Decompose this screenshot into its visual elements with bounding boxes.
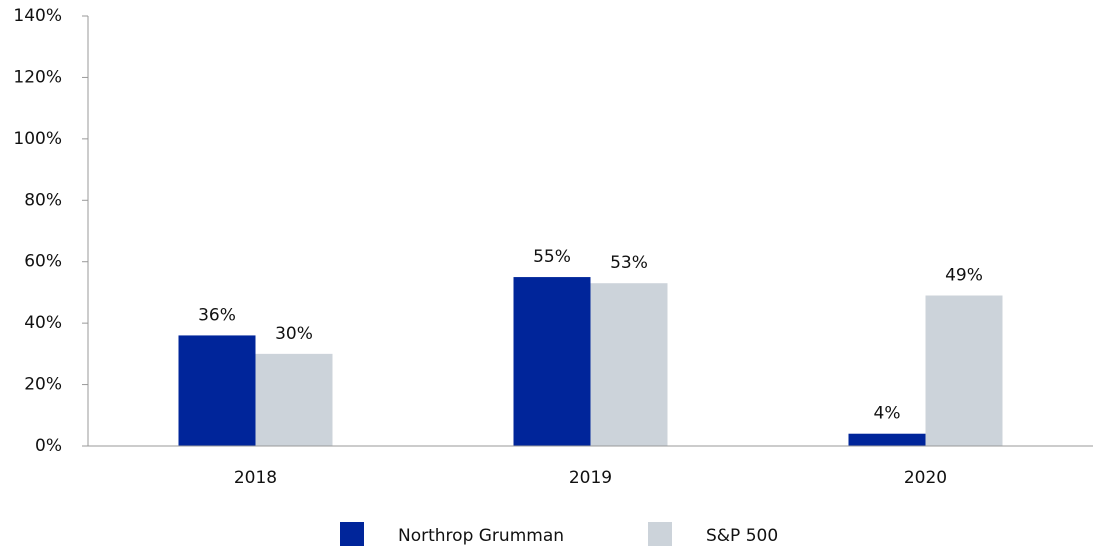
legend-swatch <box>340 522 364 546</box>
value-label: 49% <box>945 266 983 286</box>
value-label: 36% <box>198 305 236 325</box>
value-label: 53% <box>610 253 648 273</box>
value-label: 4% <box>874 404 901 424</box>
bar <box>178 335 256 446</box>
y-tick-label: 0% <box>35 436 62 456</box>
y-tick-label: 80% <box>24 190 62 210</box>
bar <box>590 283 668 446</box>
legend-label: S&P 500 <box>706 526 778 546</box>
y-tick-label: 60% <box>24 252 62 272</box>
legend-label: Northrop Grumman <box>398 526 564 546</box>
y-tick-label: 100% <box>13 129 62 149</box>
y-tick-label: 120% <box>13 67 62 87</box>
legend-swatch <box>648 522 672 546</box>
y-tick-label: 140% <box>13 6 62 26</box>
bar <box>925 295 1003 446</box>
bar <box>848 433 926 446</box>
bar <box>255 353 333 446</box>
y-tick-label: 20% <box>24 375 62 395</box>
x-tick-label: 2020 <box>904 468 947 488</box>
x-tick-label: 2019 <box>569 468 612 488</box>
x-tick-label: 2018 <box>234 468 277 488</box>
bar <box>513 277 591 446</box>
y-tick-label: 40% <box>24 313 62 333</box>
value-label: 30% <box>275 324 313 344</box>
value-label: 55% <box>533 247 571 267</box>
